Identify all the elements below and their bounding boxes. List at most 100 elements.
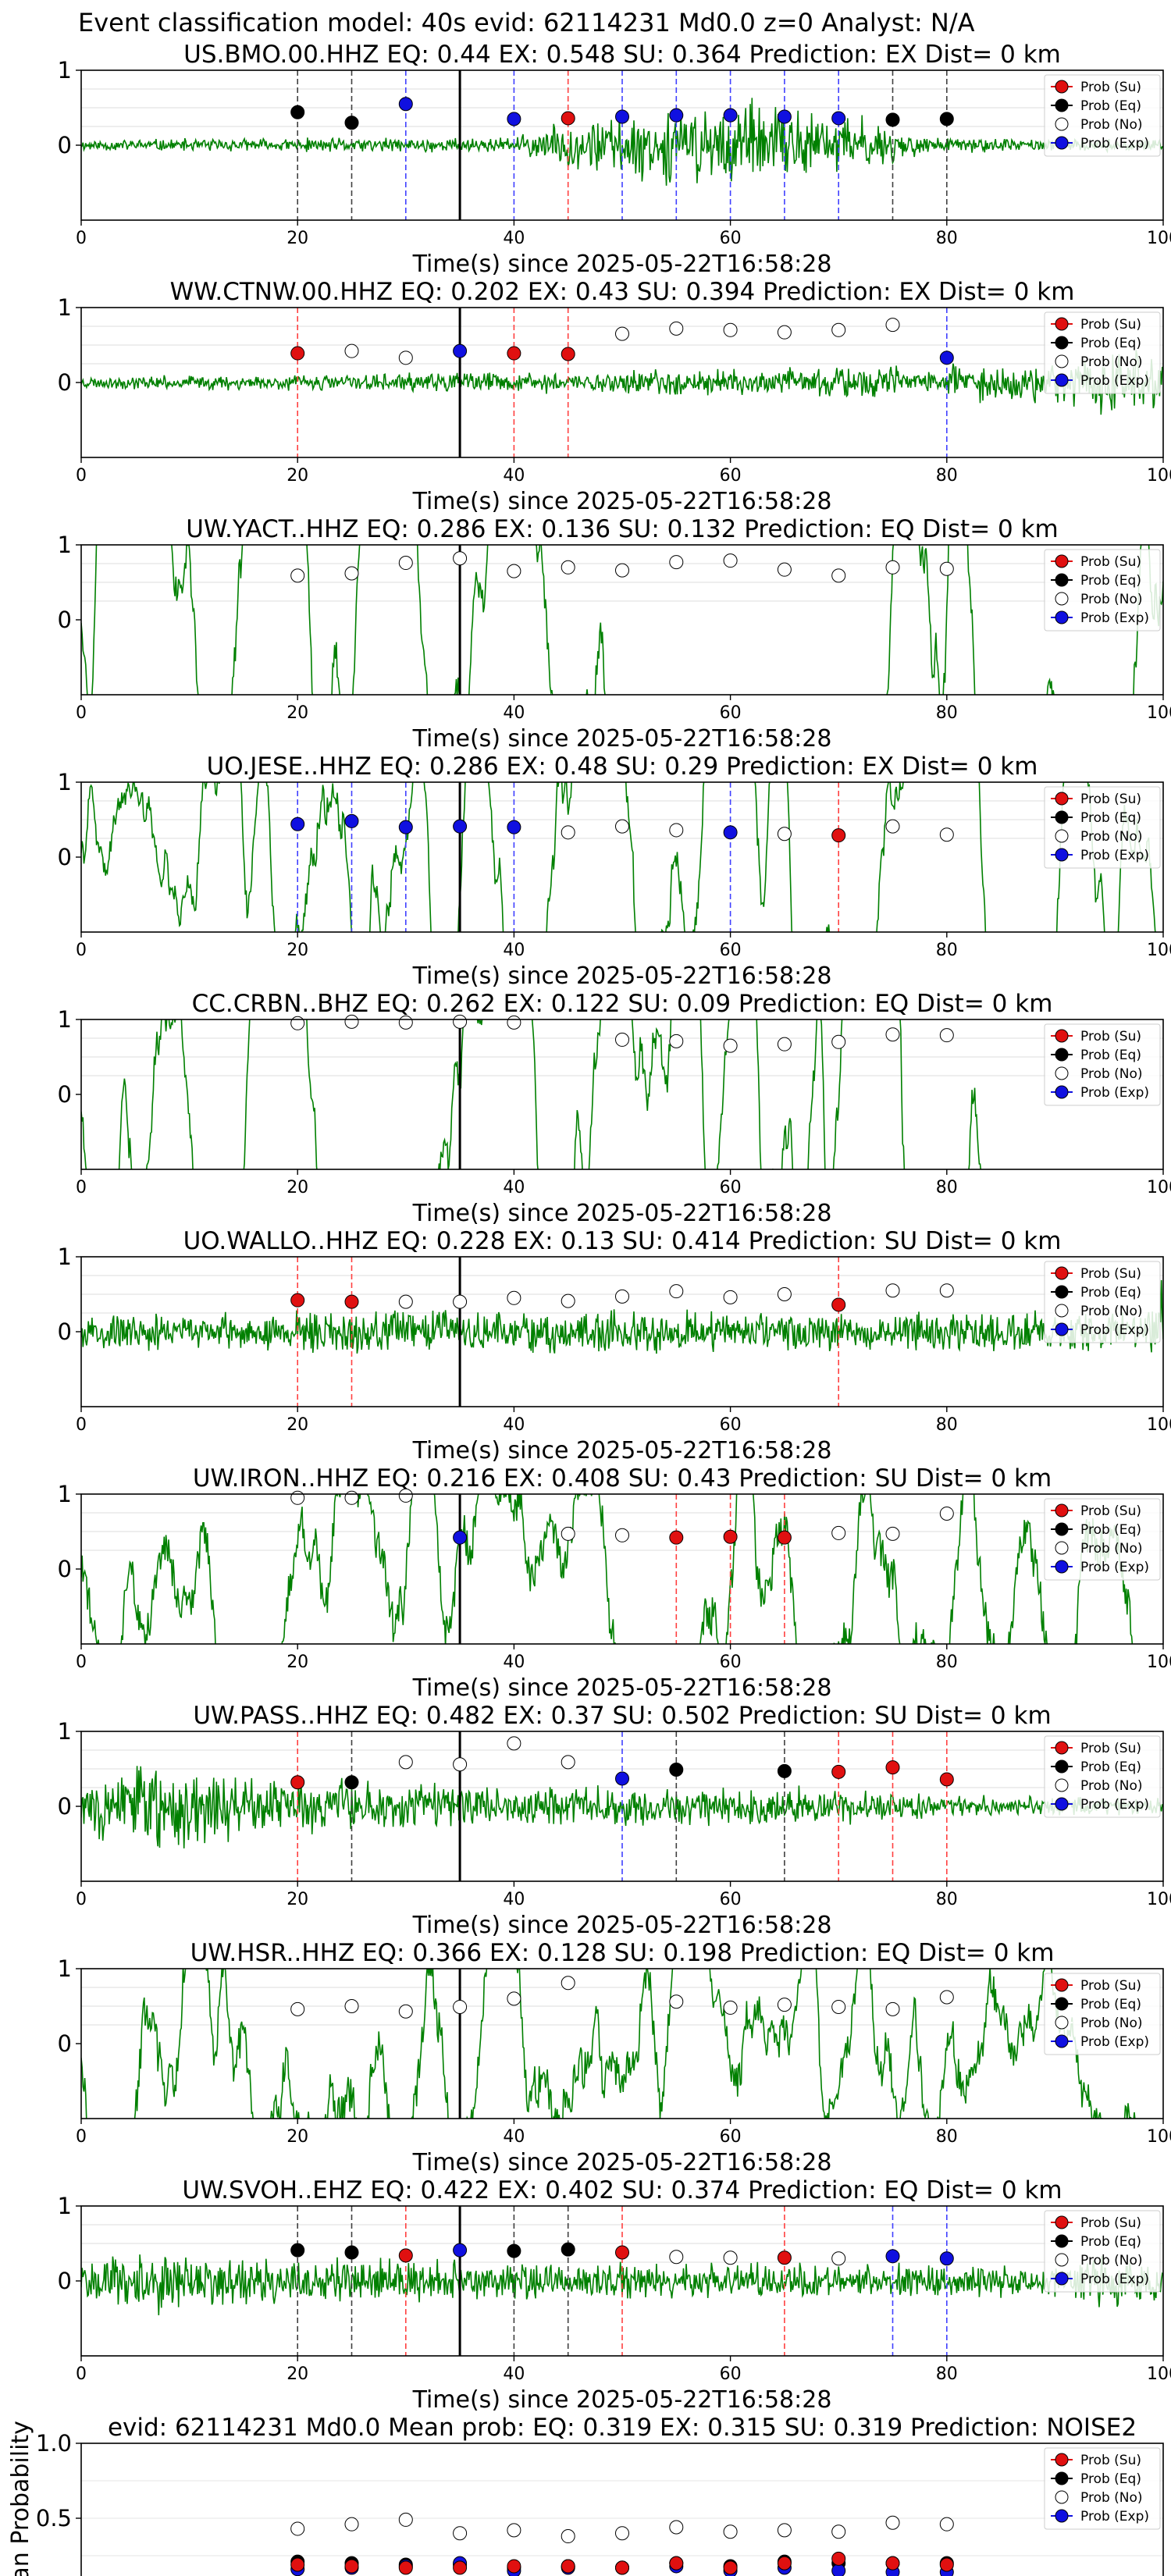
legend-label-eq: Prob (Eq) bbox=[1080, 573, 1141, 589]
prob-point-no bbox=[290, 568, 305, 583]
legend-marker-exp bbox=[1055, 2509, 1069, 2523]
mean-prob-point-su bbox=[561, 2559, 575, 2574]
panel-7: UW.PASS..HHZ EQ: 0.482 EX: 0.37 SU: 0.50… bbox=[58, 1702, 1171, 1939]
mean-prob-point-no bbox=[777, 2523, 792, 2538]
prob-point-no bbox=[561, 825, 575, 840]
y-tick-label: 0 bbox=[58, 1556, 72, 1582]
prob-point-exp bbox=[669, 108, 684, 123]
waveform-trace bbox=[81, 782, 1156, 932]
legend-marker-no bbox=[1055, 1778, 1069, 1792]
legend-marker-su bbox=[1055, 1741, 1069, 1755]
prob-point-eq bbox=[561, 2242, 575, 2257]
prob-point-su bbox=[777, 2250, 792, 2265]
prob-point-no bbox=[777, 562, 792, 577]
y-tick-label: 0 bbox=[58, 1318, 72, 1345]
prob-point-eq bbox=[669, 1762, 684, 1777]
y-tick-label: 1 bbox=[58, 57, 72, 84]
x-tick-label: 0 bbox=[76, 466, 87, 486]
prob-point-exp bbox=[723, 825, 738, 840]
panel-4: CC.CRBN..BHZ EQ: 0.262 EX: 0.122 SU: 0.0… bbox=[58, 990, 1171, 1227]
prob-point-no bbox=[290, 1016, 305, 1030]
legend-marker-su bbox=[1055, 1266, 1069, 1280]
panel-title: CC.CRBN..BHZ EQ: 0.262 EX: 0.122 SU: 0.0… bbox=[192, 990, 1053, 1018]
prob-point-no bbox=[939, 1990, 954, 2005]
prob-point-no bbox=[561, 1976, 575, 1991]
prob-point-eq bbox=[290, 105, 305, 119]
x-tick-label: 0 bbox=[76, 229, 87, 248]
legend-marker-su bbox=[1055, 317, 1069, 331]
legend-box bbox=[1044, 74, 1161, 157]
prob-point-no bbox=[831, 1999, 846, 2014]
mean-prob-point-su bbox=[939, 2557, 954, 2572]
prob-point-exp bbox=[507, 820, 521, 834]
prob-point-no bbox=[885, 1526, 900, 1541]
legend-label-exp: Prob (Exp) bbox=[1080, 2272, 1149, 2287]
x-tick-label: 0 bbox=[76, 941, 87, 960]
legend-marker-no bbox=[1055, 592, 1069, 606]
legend-label-su: Prob (Su) bbox=[1080, 2453, 1141, 2468]
prob-point-exp bbox=[507, 112, 521, 126]
prob-point-eq bbox=[939, 112, 954, 126]
panel-1: WW.CTNW.00.HHZ EQ: 0.202 EX: 0.43 SU: 0.… bbox=[58, 278, 1171, 515]
legend-label-no: Prob (No) bbox=[1080, 2016, 1143, 2031]
x-tick-label: 0 bbox=[76, 2127, 87, 2147]
prob-point-no bbox=[939, 1283, 954, 1298]
waveform-trace bbox=[81, 98, 1163, 186]
prob-point-no bbox=[723, 553, 738, 568]
legend-label-su: Prob (Su) bbox=[1080, 1503, 1141, 1519]
prob-point-su bbox=[290, 1775, 305, 1790]
prob-point-no bbox=[723, 1290, 738, 1304]
legend-marker-su bbox=[1055, 792, 1069, 806]
x-tick-label: 60 bbox=[720, 941, 742, 960]
prob-point-su bbox=[831, 1764, 846, 1779]
x-tick-label: 40 bbox=[503, 229, 525, 248]
prob-point-su bbox=[939, 1772, 954, 1787]
prob-point-su bbox=[561, 111, 575, 126]
x-tick-label: 20 bbox=[287, 941, 308, 960]
y-tick-label: 0 bbox=[58, 607, 72, 633]
prob-point-no bbox=[507, 1991, 521, 2006]
mean-prob-point-su bbox=[615, 2560, 629, 2575]
legend-marker-su bbox=[1055, 1029, 1069, 1043]
mean-prob-point-su bbox=[777, 2556, 792, 2571]
prob-point-su bbox=[885, 1760, 900, 1775]
axes-frame bbox=[80, 1968, 1164, 2119]
legend-marker-exp bbox=[1055, 1797, 1069, 1811]
legend-label-exp: Prob (Exp) bbox=[1080, 373, 1149, 389]
panel-title: UW.SVOH..EHZ EQ: 0.422 EX: 0.402 SU: 0.3… bbox=[182, 2176, 1062, 2204]
prob-point-no bbox=[561, 1293, 575, 1308]
panel-title: UW.PASS..HHZ EQ: 0.482 EX: 0.37 SU: 0.50… bbox=[193, 1702, 1051, 1730]
legend-label-no: Prob (No) bbox=[1080, 1304, 1143, 1319]
y-tick-label: 1 bbox=[58, 769, 72, 795]
prob-point-no bbox=[723, 322, 738, 337]
prob-point-eq bbox=[777, 1763, 792, 1778]
legend-label-eq: Prob (Eq) bbox=[1080, 1522, 1141, 1538]
prob-point-no bbox=[885, 318, 900, 333]
prob-point-su bbox=[831, 828, 846, 843]
prob-point-exp bbox=[939, 2251, 954, 2266]
x-tick-label: 0 bbox=[76, 1890, 87, 1909]
legend-label-eq: Prob (Eq) bbox=[1080, 2234, 1141, 2250]
y-axis-label: Mean Probability bbox=[7, 2421, 34, 2576]
prob-point-eq bbox=[885, 112, 900, 127]
legend-label-eq: Prob (Eq) bbox=[1080, 810, 1141, 826]
x-tick-label: 40 bbox=[503, 1890, 525, 1909]
prob-point-no bbox=[885, 819, 900, 834]
prob-point-exp bbox=[398, 97, 413, 112]
prob-point-no bbox=[831, 1034, 846, 1049]
panel-title: US.BMO.00.HHZ EQ: 0.44 EX: 0.548 SU: 0.3… bbox=[183, 41, 1061, 69]
legend-marker-exp bbox=[1055, 1085, 1069, 1099]
x-tick-label: 80 bbox=[936, 941, 958, 960]
y-tick-label: 1 bbox=[58, 1481, 72, 1507]
x-tick-label: 80 bbox=[936, 2364, 958, 2384]
prob-point-no bbox=[885, 560, 900, 575]
prob-point-no bbox=[453, 1294, 468, 1309]
legend-marker-eq bbox=[1055, 98, 1069, 112]
mean-prob-point-su bbox=[885, 2556, 900, 2571]
legend-label-eq: Prob (Eq) bbox=[1080, 1997, 1141, 2012]
legend-label-su: Prob (Su) bbox=[1080, 554, 1141, 570]
panel-title: UO.WALLO..HHZ EQ: 0.228 EX: 0.13 SU: 0.4… bbox=[183, 1227, 1062, 1255]
legend-label-su: Prob (Su) bbox=[1080, 1266, 1141, 1282]
legend-label-exp: Prob (Exp) bbox=[1080, 610, 1149, 626]
panel-title: WW.CTNW.00.HHZ EQ: 0.202 EX: 0.43 SU: 0.… bbox=[170, 278, 1075, 306]
